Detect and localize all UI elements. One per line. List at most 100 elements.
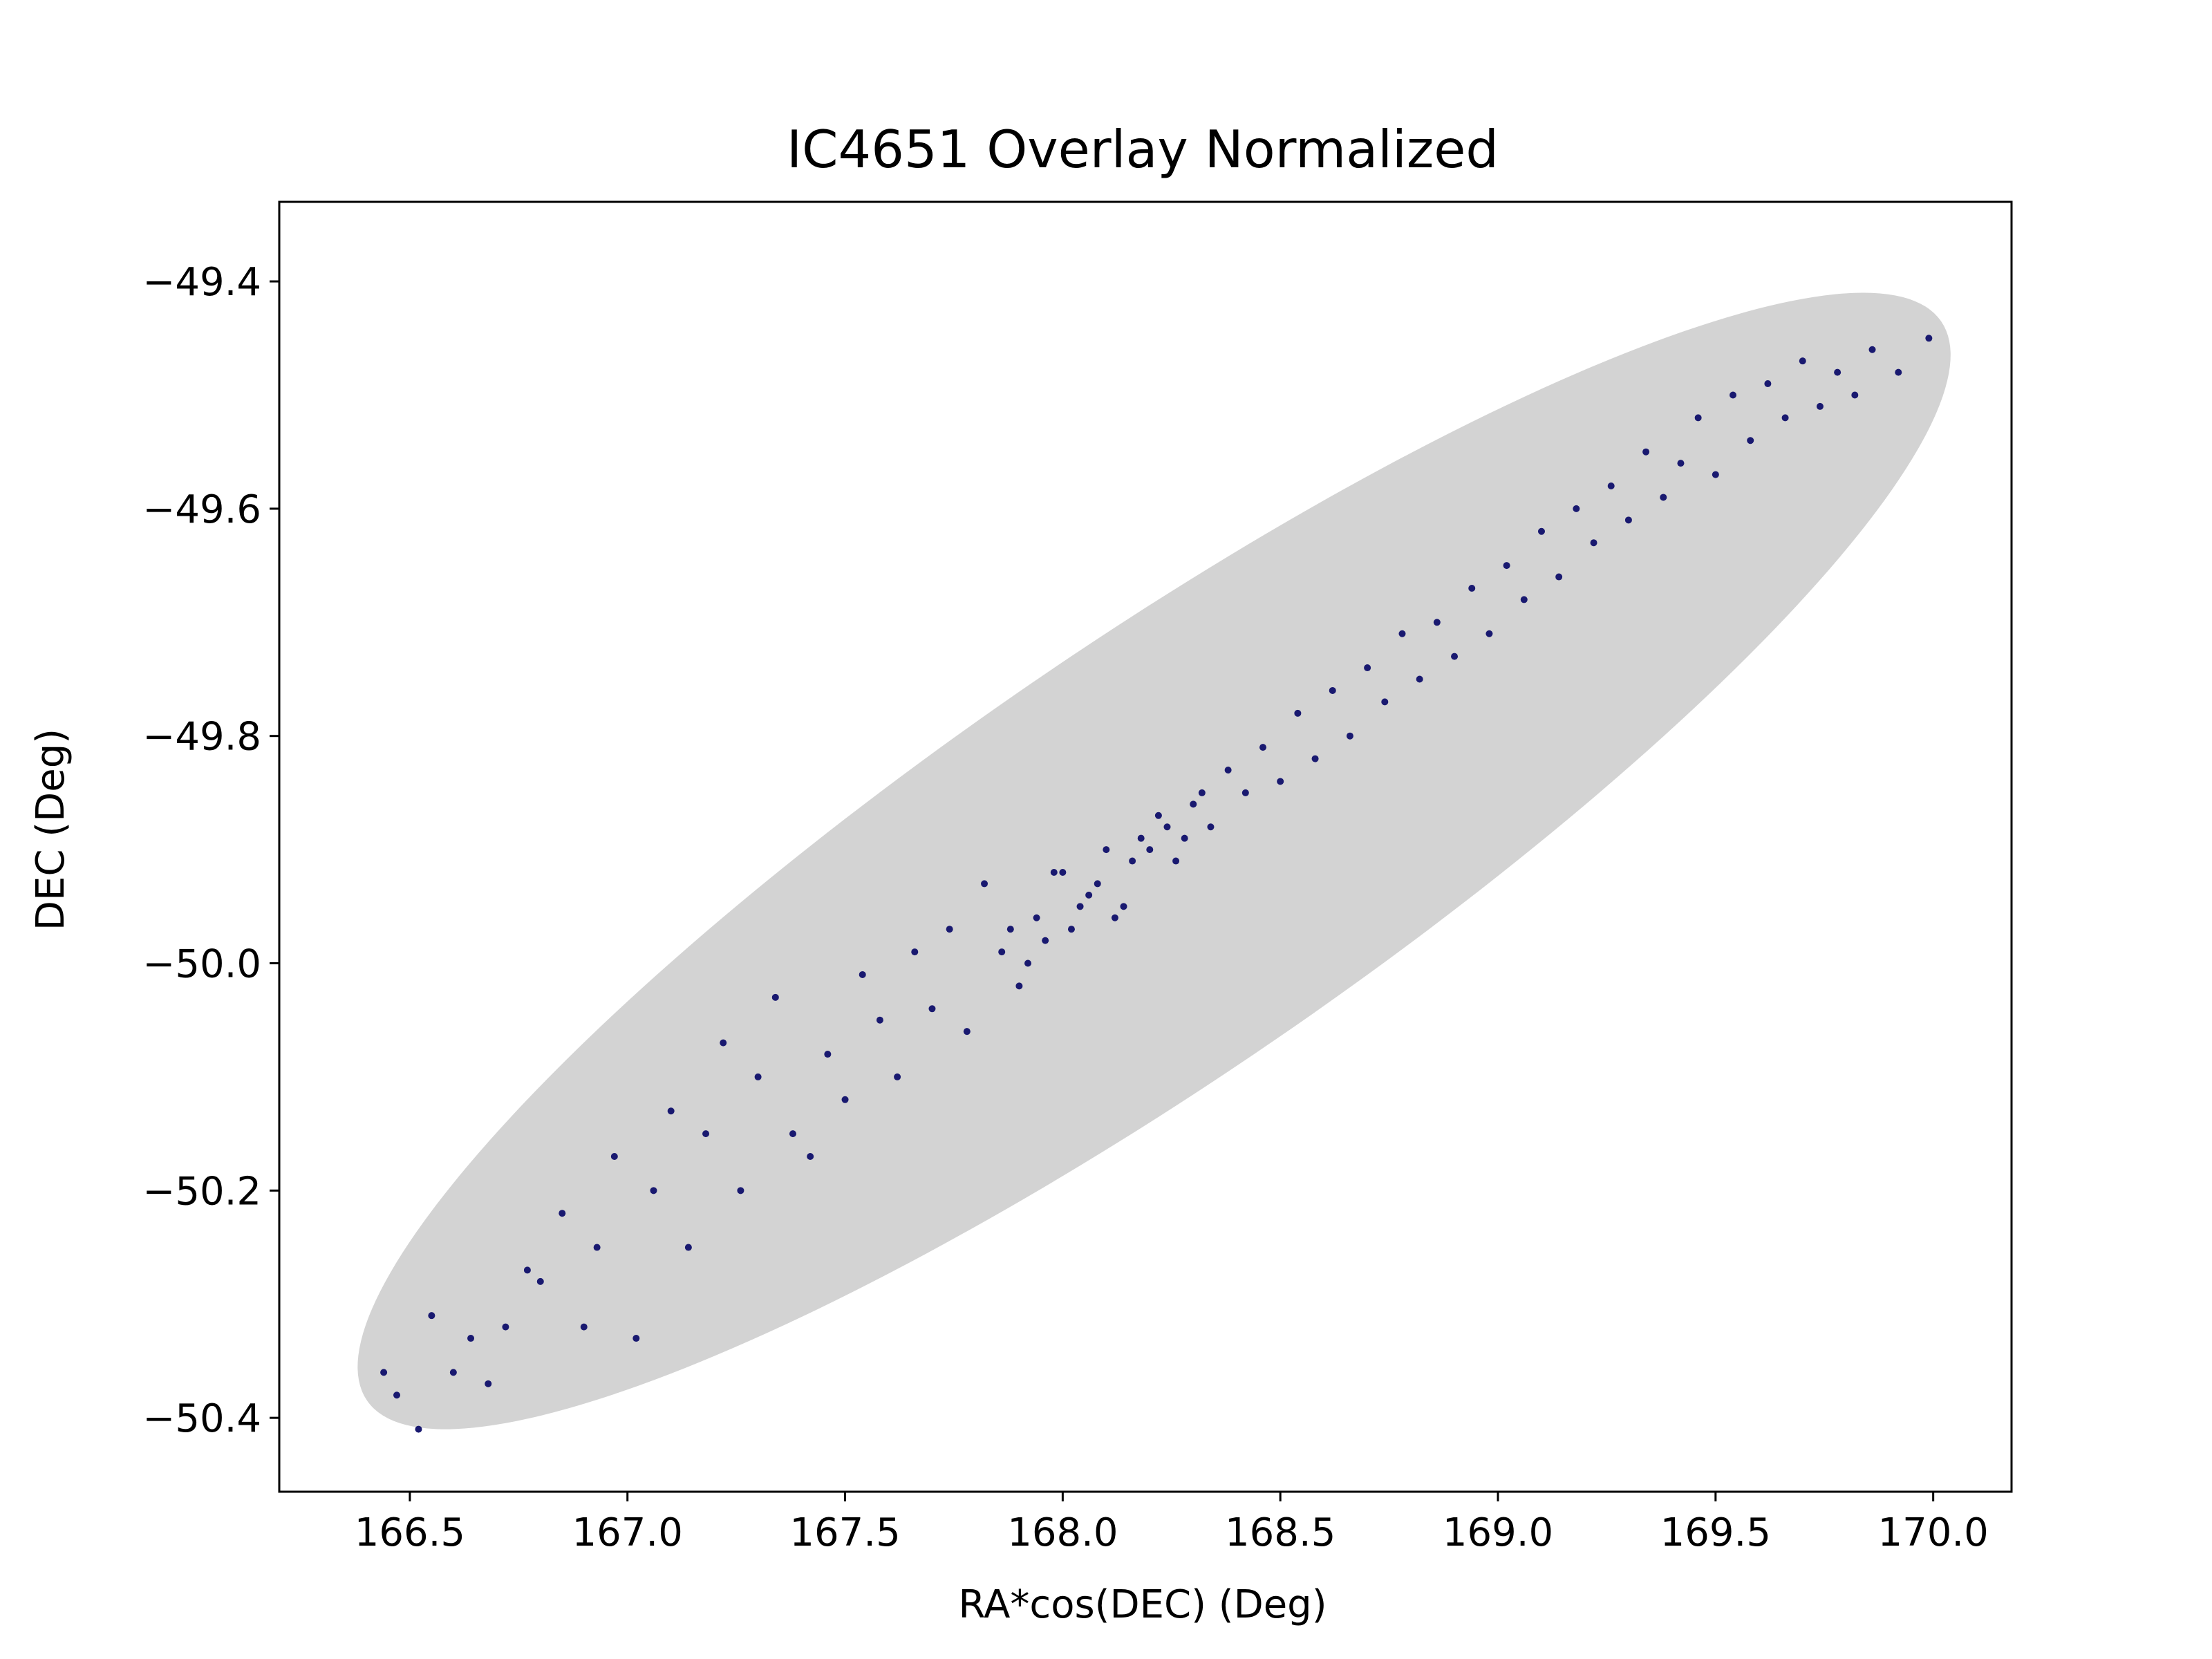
- data-point: [1485, 630, 1493, 637]
- data-point: [1085, 891, 1093, 899]
- data-point: [523, 1266, 531, 1274]
- x-tick-label: 167.5: [789, 1510, 900, 1555]
- data-point: [1799, 357, 1806, 365]
- data-point: [1015, 982, 1023, 990]
- x-axis-ticks: 166.5 167.0 167.5 168.0 168.5 169.0 169.5 170.0: [355, 1492, 1989, 1555]
- data-point: [415, 1425, 422, 1433]
- x-tick-label: 169.5: [1660, 1510, 1771, 1555]
- y-tick-label: −50.2: [142, 1169, 261, 1214]
- data-point: [1747, 437, 1754, 444]
- data-point: [610, 1153, 618, 1161]
- data-point: [1381, 698, 1389, 706]
- data-point: [1642, 448, 1650, 456]
- chart-title: IC4651 Overlay Normalized: [787, 119, 1499, 180]
- data-point: [1059, 868, 1067, 876]
- data-point: [684, 1244, 692, 1251]
- data-point: [1294, 709, 1302, 717]
- data-point: [1346, 732, 1353, 740]
- data-point: [1573, 505, 1580, 512]
- data-point: [1764, 380, 1772, 388]
- data-point: [771, 993, 779, 1001]
- data-point: [1416, 675, 1423, 683]
- data-point: [720, 1039, 727, 1047]
- data-point: [1094, 880, 1101, 888]
- y-tick-label: −49.4: [142, 260, 261, 305]
- data-point: [380, 1369, 388, 1376]
- data-point: [1120, 903, 1127, 910]
- data-point: [981, 880, 988, 888]
- data-point: [998, 948, 1006, 956]
- data-point: [1024, 959, 1031, 967]
- data-point: [485, 1380, 492, 1387]
- data-point: [1677, 460, 1685, 467]
- overlay-region: [357, 292, 1951, 1430]
- x-tick-label: 170.0: [1877, 1510, 1988, 1555]
- data-point: [1468, 584, 1476, 592]
- data-point: [502, 1323, 509, 1331]
- x-tick-label: 166.5: [355, 1510, 465, 1555]
- data-point: [1181, 834, 1188, 842]
- data-point: [1398, 630, 1406, 637]
- data-point: [1103, 846, 1110, 854]
- data-point: [1503, 562, 1510, 570]
- data-point: [1624, 516, 1632, 524]
- data-point: [1259, 744, 1267, 751]
- data-point: [393, 1391, 401, 1399]
- data-point: [1364, 664, 1371, 672]
- data-point: [536, 1277, 544, 1285]
- data-point: [1834, 368, 1841, 376]
- data-point: [911, 948, 919, 956]
- data-point: [1781, 414, 1789, 422]
- data-point: [1895, 368, 1902, 376]
- data-point: [428, 1312, 435, 1320]
- data-point: [1712, 471, 1719, 478]
- data-point: [1730, 391, 1737, 399]
- y-tick-label: −50.4: [142, 1396, 261, 1441]
- y-tick-label: −49.6: [142, 487, 261, 532]
- data-point: [1537, 527, 1545, 535]
- data-point: [1006, 926, 1014, 933]
- data-point: [876, 1016, 883, 1024]
- data-point: [1198, 789, 1206, 796]
- data-point: [1433, 619, 1441, 626]
- data-point: [789, 1130, 796, 1138]
- data-point: [667, 1107, 675, 1115]
- data-point: [1241, 789, 1249, 796]
- data-point: [1129, 857, 1136, 865]
- data-point: [1694, 414, 1702, 422]
- data-point: [1154, 812, 1162, 819]
- data-point: [1163, 823, 1171, 831]
- data-point: [859, 971, 866, 978]
- y-tick-label: −49.8: [142, 715, 261, 760]
- x-tick-label: 168.0: [1007, 1510, 1118, 1555]
- y-axis-ticks: −49.4 −49.6 −49.8 −50.0 −50.2 −50.4: [142, 260, 279, 1441]
- overlay-ellipse: [357, 292, 1951, 1430]
- data-point: [1590, 539, 1597, 547]
- x-axis-label: RA*cos(DEC) (Deg): [958, 1582, 1327, 1627]
- data-point: [1311, 755, 1319, 762]
- data-point: [1050, 868, 1058, 876]
- data-point: [1607, 482, 1615, 490]
- plot-frame: [278, 200, 2013, 1493]
- data-point: [593, 1244, 601, 1251]
- data-point: [650, 1187, 657, 1194]
- data-point: [1067, 926, 1075, 933]
- data-point: [1146, 846, 1154, 854]
- x-tick-label: 169.0: [1443, 1510, 1553, 1555]
- data-point: [1868, 346, 1876, 353]
- data-point: [1555, 573, 1563, 581]
- data-point: [1042, 937, 1049, 944]
- y-tick-label: −50.0: [142, 942, 261, 987]
- data-point: [1076, 903, 1084, 910]
- data-point: [737, 1187, 744, 1194]
- data-point: [824, 1051, 832, 1058]
- data-point: [1816, 402, 1824, 410]
- data-point: [1190, 800, 1197, 808]
- data-point: [1224, 767, 1232, 774]
- data-point: [632, 1335, 640, 1342]
- data-point: [449, 1369, 457, 1376]
- data-point: [580, 1323, 588, 1331]
- data-point: [1451, 653, 1459, 660]
- data-point: [1137, 834, 1145, 842]
